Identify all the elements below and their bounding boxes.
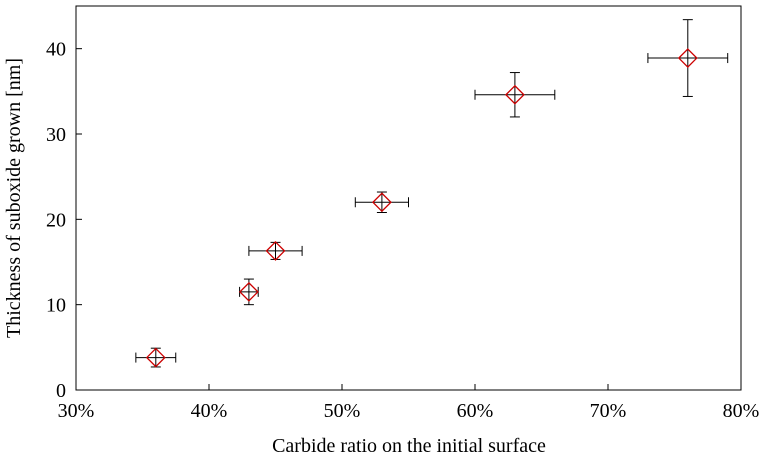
x-tick-label: 50% [324, 400, 361, 422]
tick-labels: 30% 40% 50% 60% 70% 80% 0 10 20 30 40 [46, 39, 759, 422]
y-tick-label: 10 [46, 295, 66, 317]
x-tick-label: 60% [457, 400, 494, 422]
data-point-marker [504, 84, 525, 105]
error-bars [135, 19, 729, 368]
x-tick-label: 70% [590, 400, 627, 422]
x-tick-label: 40% [191, 400, 228, 422]
y-tick-label: 20 [46, 209, 66, 231]
x-tick-label: 30% [58, 400, 95, 422]
error-bar [135, 347, 177, 368]
data-point-marker [677, 48, 698, 68]
y-tick-label: 0 [56, 380, 66, 402]
plot-frame [75, 5, 742, 391]
y-tick-label: 30 [46, 124, 66, 146]
data-markers [145, 48, 698, 368]
tick-marks [75, 48, 742, 391]
error-bar [354, 191, 409, 214]
error-bar [248, 241, 303, 260]
data-point-marker [371, 192, 392, 213]
y-axis-label: Thickness of suboxide grown [nm] [3, 58, 25, 338]
y-tick-label: 40 [46, 39, 66, 61]
data-point-marker [145, 347, 166, 368]
error-bar [474, 72, 556, 118]
data-point-marker [265, 240, 286, 261]
axes [75, 5, 742, 391]
x-tick-label: 80% [723, 400, 760, 422]
x-axis-label: Carbide ratio on the initial surface [272, 435, 546, 457]
error-bar [647, 19, 729, 97]
data-point-marker [238, 281, 259, 302]
